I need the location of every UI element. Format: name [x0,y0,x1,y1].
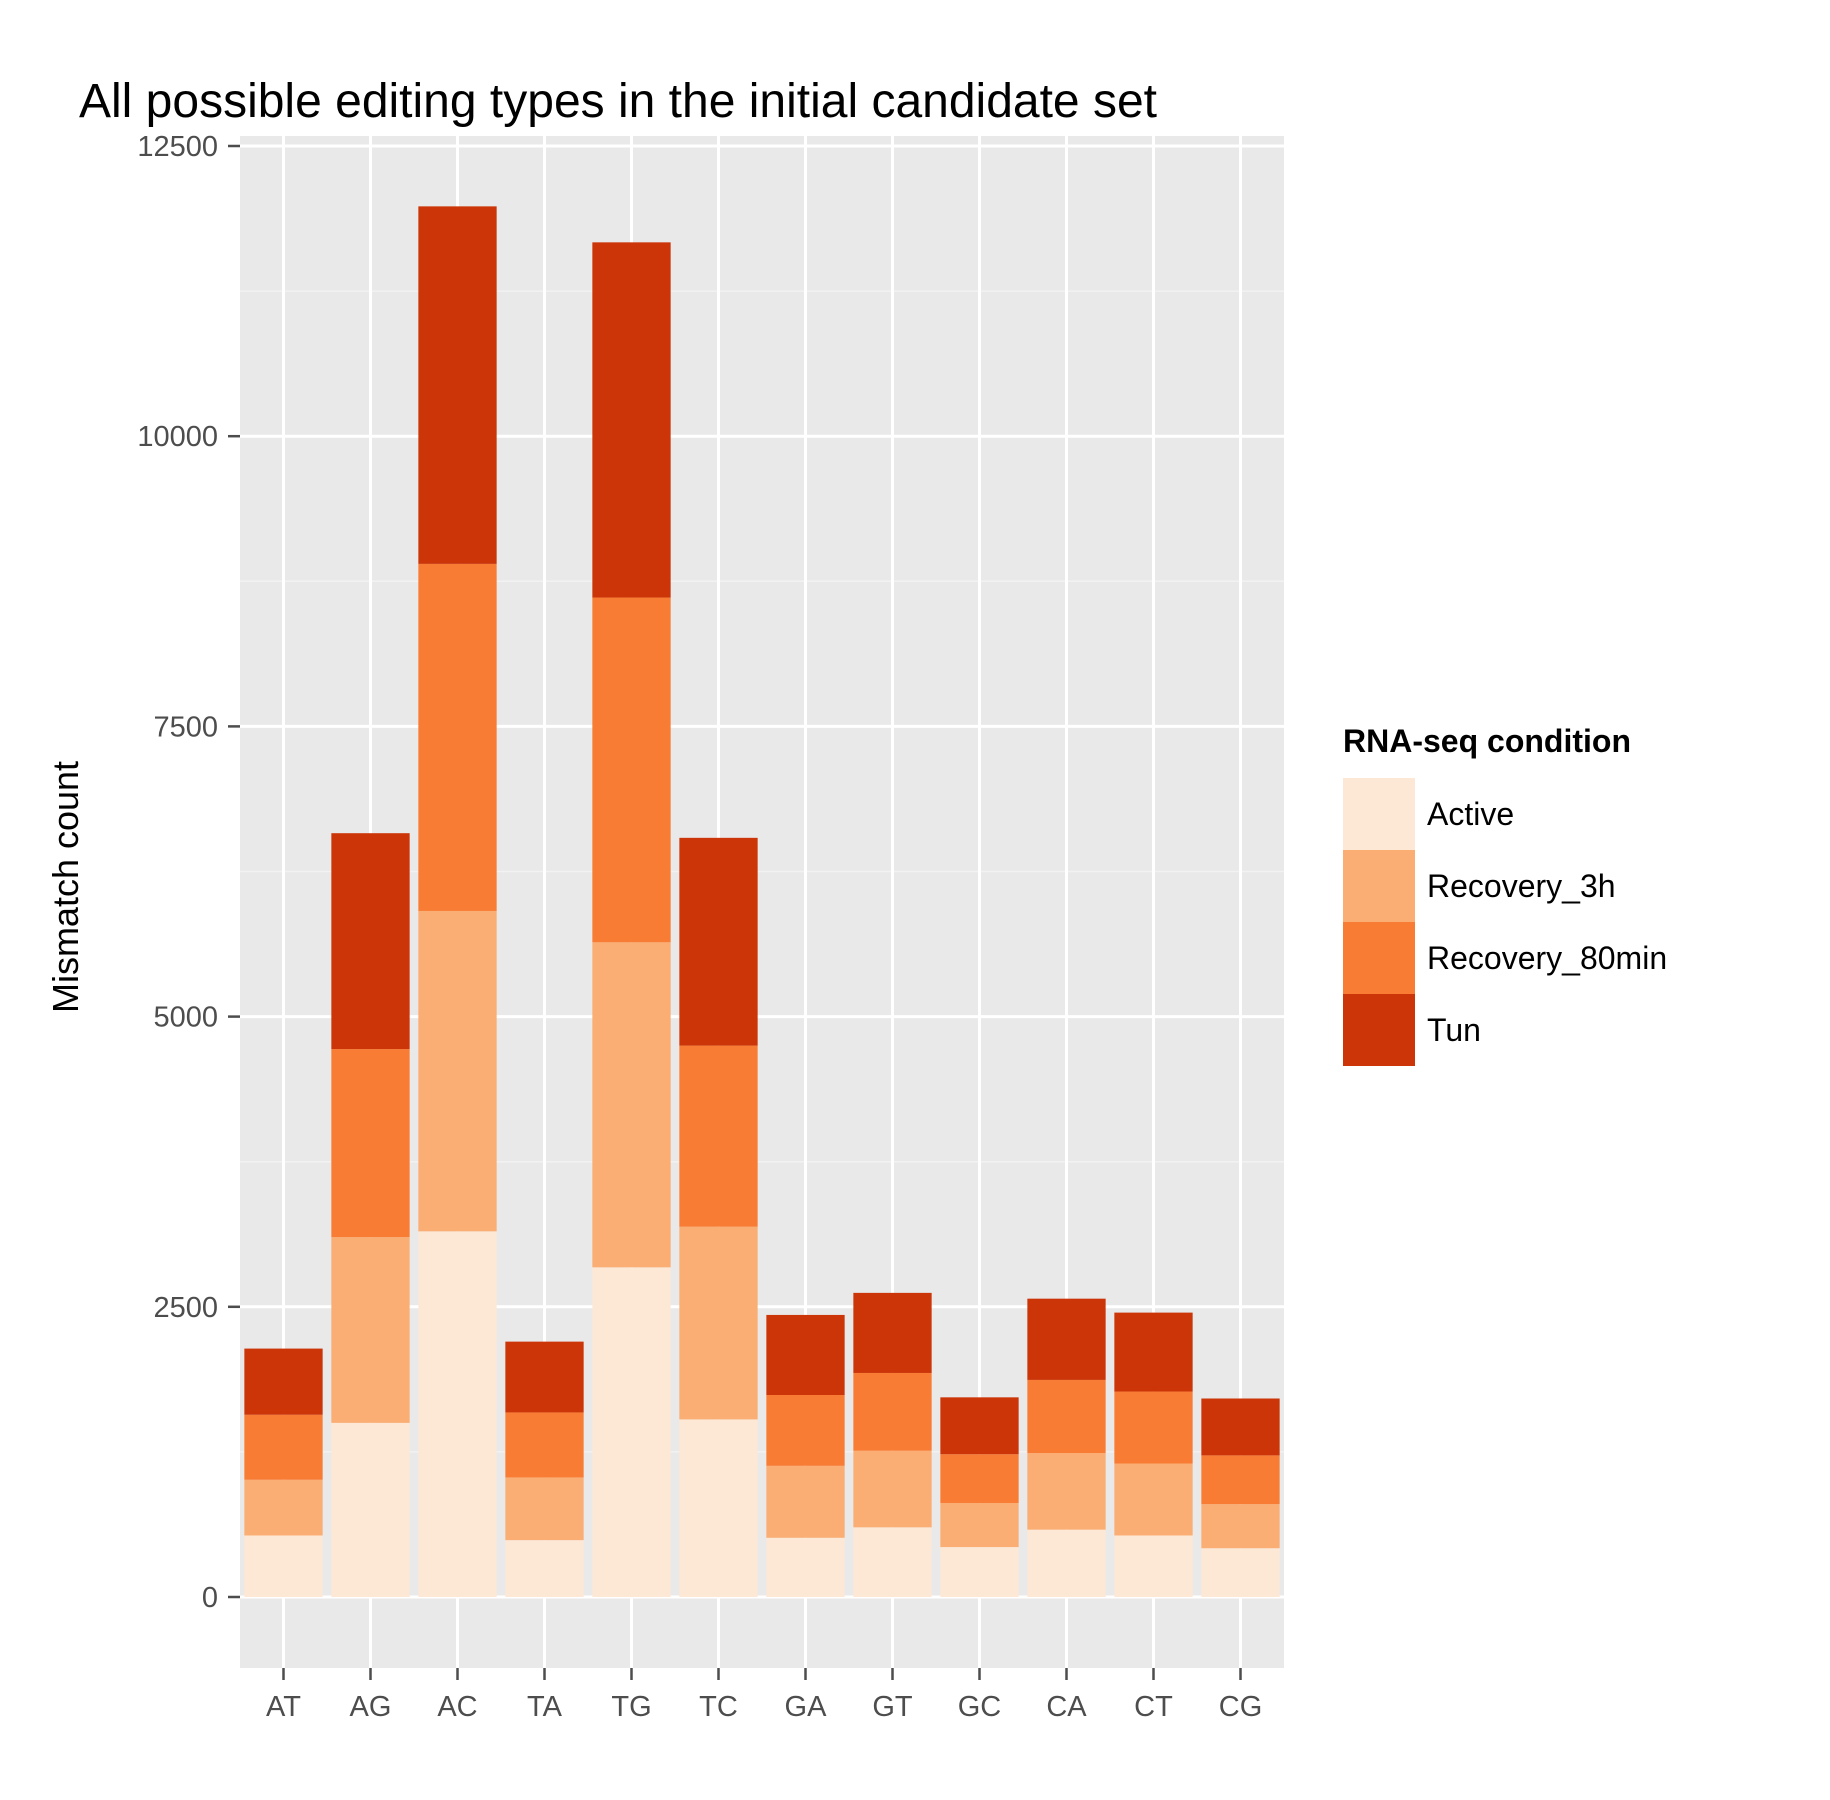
x-tick-label: AG [350,1691,392,1723]
bar-CG-tun [1201,1398,1280,1456]
y-tick-label: 0 [202,1582,218,1614]
bar-CT-recovery-3h [1114,1463,1193,1536]
legend-label: Tun [1427,1012,1481,1048]
bar-GC-recovery-80min [940,1454,1019,1503]
bar-CG-active [1201,1548,1280,1597]
y-tick-label: 5000 [153,1002,218,1034]
y-axis: 0 2500 5000 7500 10000 12500 [137,131,240,1614]
chart-title: All possible editing types in the initia… [79,75,1157,128]
legend-key-recovery-3h [1343,850,1415,922]
bar-GC-recovery-3h [940,1502,1019,1548]
bar-TG-recovery-80min [592,597,671,943]
bar-TG-active [592,1267,671,1597]
bar-TC-recovery-3h [679,1226,758,1420]
bar-CT-recovery-80min [1114,1391,1193,1464]
bar-AT-tun [244,1348,323,1415]
x-tick-label: AT [266,1691,301,1723]
legend-label: Active [1427,796,1514,832]
bar-AC-tun [418,206,497,564]
bar-GA-recovery-3h [766,1465,845,1538]
bar-AG-recovery-3h [331,1237,410,1423]
legend-title: RNA-seq condition [1343,723,1631,759]
bar-TG-tun [592,242,671,598]
bar-GT-recovery-3h [853,1450,932,1528]
bar-AC-recovery-3h [418,910,497,1232]
bar-AG-tun [331,833,410,1050]
x-tick-label: CA [1046,1691,1087,1723]
y-tick-label: 7500 [153,711,218,743]
bar-TC-tun [679,837,758,1046]
bar-AT-recovery-80min [244,1414,323,1480]
bar-AT-recovery-3h [244,1479,323,1536]
x-tick-label: CT [1134,1691,1173,1723]
bar-CA-recovery-80min [1027,1379,1106,1454]
bar-TC-active [679,1419,758,1597]
bar-GT-tun [853,1292,932,1373]
legend-label: Recovery_3h [1427,868,1616,904]
legend-key-active [1343,778,1415,850]
legend: RNA-seq condition Active Recovery_3h Recov… [1343,723,1667,1066]
bar-CG-recovery-3h [1201,1504,1280,1549]
legend-key-recovery-80min [1343,922,1415,994]
y-tick-label: 12500 [137,131,218,163]
bar-GC-active [940,1547,1019,1597]
bar-GA-active [766,1537,845,1597]
bar-CT-tun [1114,1312,1193,1392]
plot-panel [240,136,1284,1668]
bar-TA-tun [505,1341,584,1413]
legend-key-tun [1343,994,1415,1066]
x-tick-label: GA [785,1691,828,1723]
bar-AC-recovery-80min [418,563,497,911]
bar-GA-tun [766,1314,845,1396]
x-tick-label: GT [872,1691,913,1723]
bar-CA-recovery-3h [1027,1453,1106,1530]
bar-AG-recovery-80min [331,1049,410,1238]
y-axis-label: Mismatch count [45,761,86,1013]
bar-CA-tun [1027,1298,1106,1380]
y-tick-label: 2500 [153,1292,218,1324]
bar-AT-active [244,1535,323,1597]
legend-label: Recovery_80min [1427,940,1667,976]
x-tick-label: TA [527,1691,563,1723]
bar-TA-recovery-80min [505,1412,584,1478]
x-tick-label: TC [699,1691,738,1723]
bar-TG-recovery-3h [592,942,671,1268]
bar-AG-active [331,1422,410,1597]
bar-TC-recovery-80min [679,1045,758,1227]
bar-CT-active [1114,1535,1193,1597]
bar-TA-active [505,1540,584,1597]
x-tick-label: TG [611,1691,651,1723]
bars [244,206,1280,1597]
bar-GT-recovery-80min [853,1372,932,1451]
bar-CG-recovery-80min [1201,1455,1280,1505]
bar-GT-active [853,1527,932,1597]
x-tick-label: CG [1219,1691,1263,1723]
x-tick-label: AC [437,1691,477,1723]
bar-GC-tun [940,1397,1019,1455]
bar-GA-recovery-80min [766,1395,845,1466]
bar-AC-active [418,1231,497,1597]
x-tick-label: GC [958,1691,1002,1723]
x-axis: AT AG AC TA TG TC GA GT GC CA CT CG [266,1668,1262,1723]
y-tick-label: 10000 [137,421,218,453]
bar-CA-active [1027,1529,1106,1597]
bar-TA-recovery-3h [505,1477,584,1541]
